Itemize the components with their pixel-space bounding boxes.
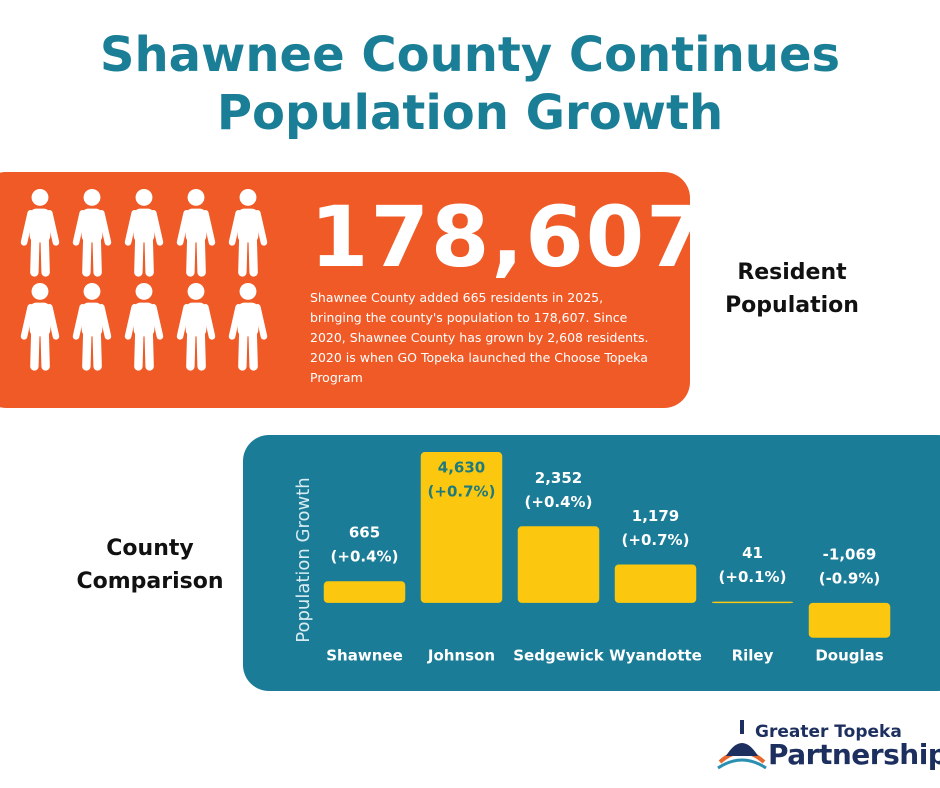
pct-label: (+0.4%) bbox=[525, 493, 593, 511]
value-label: 2,352 bbox=[535, 469, 582, 487]
headline-number: 178,607 bbox=[310, 188, 707, 286]
x-tick-label: Wyandotte bbox=[609, 647, 702, 665]
x-tick-label: Shawnee bbox=[326, 647, 403, 665]
value-label: 41 bbox=[742, 544, 763, 562]
pct-label: (+0.7%) bbox=[622, 531, 690, 549]
pct-label: (-0.9%) bbox=[819, 569, 881, 587]
comparison-label: County Comparison bbox=[76, 536, 224, 594]
bar bbox=[711, 601, 794, 604]
chart: Population Growth Shawnee 665 (+0.4%) Johns… bbox=[243, 435, 940, 691]
resident-label: Resident Population bbox=[725, 260, 859, 318]
bar bbox=[420, 452, 503, 603]
pct-label: (+0.1%) bbox=[719, 568, 787, 586]
title-line: Shawnee County Continues bbox=[99, 27, 841, 83]
logo-text: Greater Topeka bbox=[755, 722, 902, 742]
value-label: 4,630 bbox=[438, 459, 485, 477]
title-line: Population Growth bbox=[216, 85, 724, 141]
x-tick-label: Douglas bbox=[815, 647, 883, 665]
bar bbox=[808, 602, 891, 638]
bar bbox=[614, 564, 697, 603]
x-tick-label: Riley bbox=[732, 647, 774, 665]
pct-label: (+0.4%) bbox=[331, 548, 399, 566]
description: Shawnee County added 665 residents in 20… bbox=[310, 290, 649, 385]
value-label: -1,069 bbox=[823, 545, 877, 563]
value-label: 665 bbox=[349, 524, 380, 542]
population-card bbox=[0, 172, 690, 408]
logo-text: Partnership bbox=[768, 738, 940, 771]
value-label: 1,179 bbox=[632, 507, 679, 525]
logo-icon bbox=[717, 720, 767, 770]
bar bbox=[517, 526, 600, 603]
x-tick-label: Johnson bbox=[427, 647, 495, 665]
bar bbox=[323, 581, 406, 603]
y-axis-label: Population Growth bbox=[293, 477, 314, 642]
title: Shawnee County Continues Population Grow… bbox=[0, 26, 940, 142]
pct-label: (+0.7%) bbox=[428, 483, 496, 501]
x-tick-label: Sedgewick bbox=[513, 647, 605, 665]
